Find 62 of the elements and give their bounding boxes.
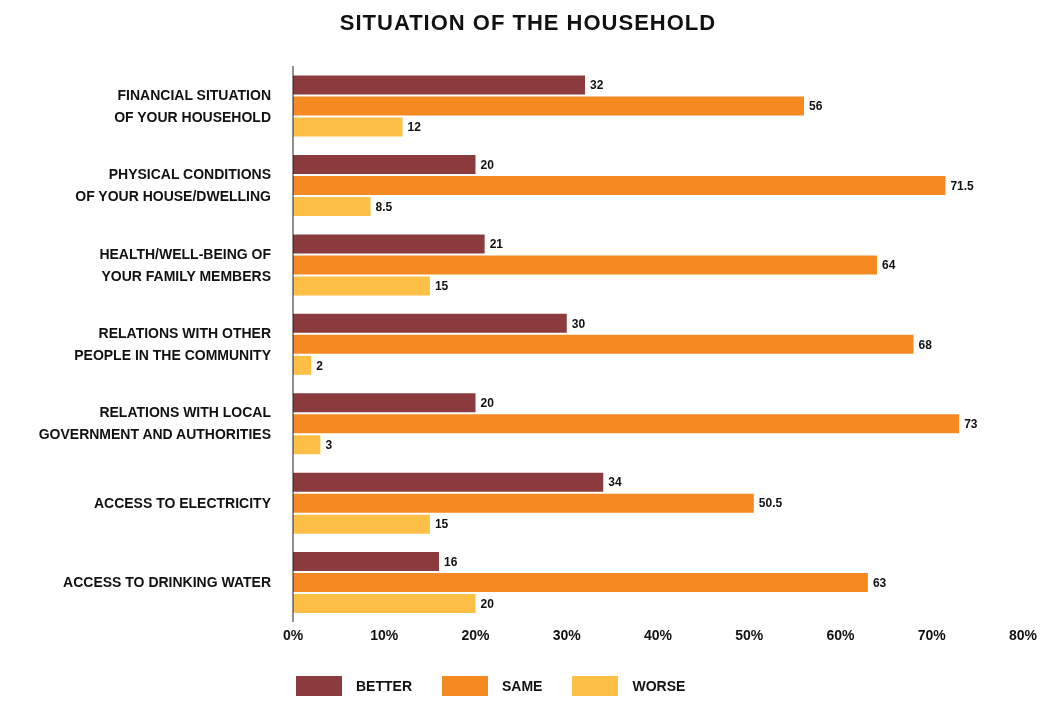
bar bbox=[293, 472, 604, 492]
x-tick-label: 0% bbox=[282, 626, 304, 643]
legend-label: SAME bbox=[502, 678, 543, 694]
y-tick-label: FINANCIAL SITUATION OF YOUR HOUSEHOLD bbox=[114, 86, 271, 125]
data-label: 20 bbox=[480, 596, 495, 611]
data-label: 73 bbox=[964, 417, 978, 432]
y-tick-label: RELATIONS WITH OTHER PEOPLE IN THE COMMUNITY bbox=[74, 325, 272, 363]
y-tick-label: HEALTH/WELL-BEING OF YOUR FAMILY MEMBERS bbox=[99, 245, 272, 284]
data-label: 12 bbox=[407, 120, 422, 135]
data-label: 3 bbox=[325, 438, 333, 453]
bar bbox=[293, 334, 914, 354]
y-tick-label: ACCESS TO DRINKING WATER bbox=[63, 574, 271, 591]
bar bbox=[293, 552, 439, 572]
data-label: 20 bbox=[480, 157, 495, 172]
y-tick-label: PHYSICAL CONDITIONS OF YOUR HOUSE/DWELLING bbox=[75, 166, 272, 205]
legend-label: WORSE bbox=[632, 678, 686, 694]
data-label: 15 bbox=[434, 517, 449, 532]
data-label: 32 bbox=[590, 78, 604, 93]
x-tick-label: 60% bbox=[826, 626, 856, 643]
data-label: 20 bbox=[480, 396, 495, 411]
bar bbox=[293, 154, 476, 174]
data-label: 34 bbox=[608, 475, 622, 490]
bar bbox=[293, 96, 804, 116]
y-tick-label: ACCESS TO ELECTRICITY bbox=[93, 494, 272, 511]
data-label: 2 bbox=[316, 358, 324, 373]
chart-title: SITUATION OF THE HOUSEHOLD bbox=[338, 10, 718, 36]
data-label: 63 bbox=[872, 575, 887, 590]
data-label: 50.5 bbox=[758, 496, 783, 511]
bar bbox=[293, 493, 754, 513]
data-label: 15 bbox=[434, 279, 449, 294]
bar bbox=[293, 435, 321, 455]
bar bbox=[293, 196, 371, 216]
data-label: 68 bbox=[918, 337, 933, 352]
x-tick-label: 40% bbox=[643, 626, 673, 643]
bar bbox=[293, 255, 877, 275]
bar bbox=[293, 393, 476, 413]
x-tick-label: 70% bbox=[917, 626, 947, 643]
x-tick-label: 30% bbox=[552, 626, 582, 643]
bar bbox=[293, 414, 960, 434]
bar bbox=[293, 276, 430, 296]
data-label: 16 bbox=[444, 554, 458, 569]
bar bbox=[293, 355, 312, 375]
x-tick-label: 50% bbox=[735, 626, 764, 643]
data-label: 64 bbox=[882, 258, 896, 273]
legend-label: BETTER bbox=[356, 678, 412, 694]
bar bbox=[293, 514, 430, 534]
bar bbox=[293, 573, 868, 593]
data-label: 21 bbox=[489, 237, 504, 252]
data-label: 30 bbox=[571, 316, 586, 331]
data-label: 8.5 bbox=[375, 199, 393, 214]
bar bbox=[293, 175, 946, 195]
bar bbox=[293, 234, 485, 254]
bar bbox=[293, 117, 403, 137]
y-tick-label: RELATIONS WITH LOCAL GOVERNMENT AND AUTHORITIES bbox=[38, 404, 272, 443]
x-tick-label: 10% bbox=[370, 626, 399, 643]
bar bbox=[293, 313, 567, 333]
data-label: 56 bbox=[809, 99, 823, 114]
bar bbox=[293, 594, 476, 614]
bar bbox=[293, 75, 585, 95]
x-tick-label: 20% bbox=[461, 626, 491, 643]
x-tick-label: 80% bbox=[1008, 626, 1038, 643]
data-label: 71.5 bbox=[950, 178, 975, 193]
